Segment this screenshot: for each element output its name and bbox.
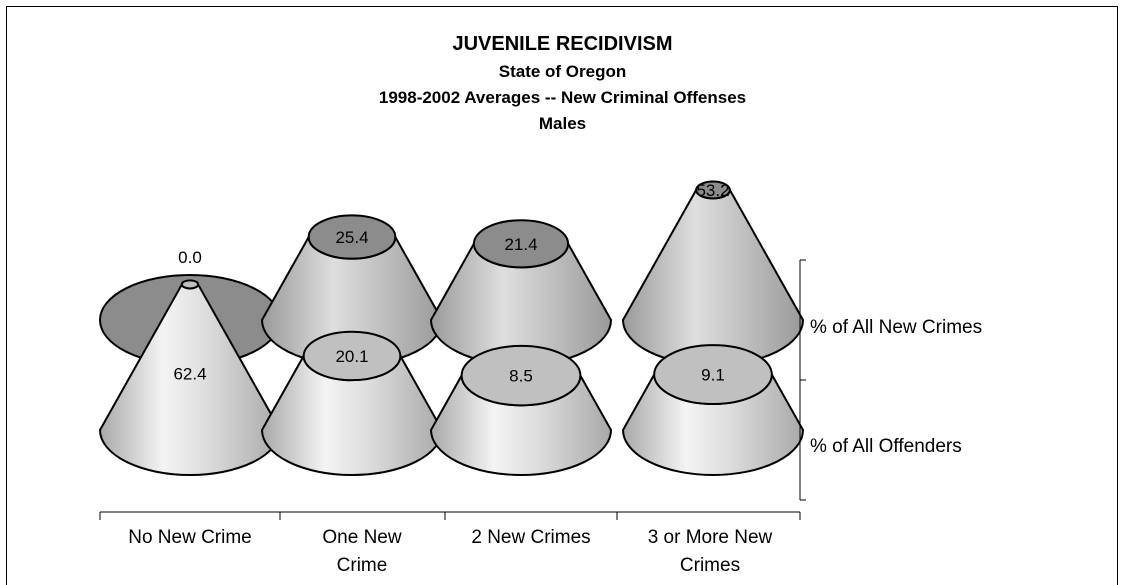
category-label-3: 3 or More New Crimes <box>648 527 773 576</box>
chart-subtitle-2: 1998-2002 Averages -- New Criminal Offen… <box>378 88 747 107</box>
offenders-cone-0-label: 62.4 <box>173 364 206 383</box>
offenders-cone-3-top <box>653 344 773 406</box>
category-label-0: No New Crime <box>128 527 252 548</box>
new-crimes-cone-3 <box>621 180 805 366</box>
offenders-cone-0 <box>98 279 282 476</box>
category-label-1: One New Crime <box>322 527 401 576</box>
chart-subtitle-1: State of Oregon <box>498 62 627 81</box>
depth-axis: % of All New Crimes % of All Offenders <box>799 259 982 501</box>
offenders-cone-1 <box>260 330 444 476</box>
offenders-cone-2 <box>429 344 613 476</box>
new-crimes-cone-3-body <box>621 186 805 366</box>
chart-frame <box>6 6 1118 585</box>
category-axis: No New Crime One New Crime 2 New Crimes 3 or… <box>99 511 801 576</box>
chart-subtitle-3: Males <box>538 114 587 133</box>
series-label-new-crimes: % of All New Crimes <box>810 317 982 338</box>
offenders-cone-2-label: 8.5 <box>509 367 533 386</box>
new-crimes-cone-3-top <box>695 180 731 200</box>
series-label-offenders: % of All Offenders <box>810 436 962 457</box>
new-crimes-cone-3-label: 53.2 <box>696 181 729 200</box>
offenders-cone-1-top <box>302 330 402 382</box>
offenders-cone-1-label: 20.1 <box>335 347 368 366</box>
new-crimes-cone-1-label: 25.4 <box>335 228 368 247</box>
new-crimes-cone-0-label: 0.0 <box>178 248 202 267</box>
offenders-cone-3-label: 9.1 <box>701 366 725 385</box>
offenders-cone-3 <box>621 344 805 476</box>
new-crimes-cone-1-top <box>307 214 397 260</box>
new-crimes-cone-2 <box>429 219 613 366</box>
offenders-cone-0-top <box>180 279 200 290</box>
category-label-2: 2 New Crimes <box>471 527 590 548</box>
offenders-cone-2-top <box>460 344 582 407</box>
new-crimes-cone-2-label: 21.4 <box>504 235 537 254</box>
chart-title: JUVENILE RECIDIVISM <box>452 33 673 55</box>
new-crimes-cone-1 <box>260 214 444 366</box>
new-crimes-cone-2-top <box>472 219 570 269</box>
